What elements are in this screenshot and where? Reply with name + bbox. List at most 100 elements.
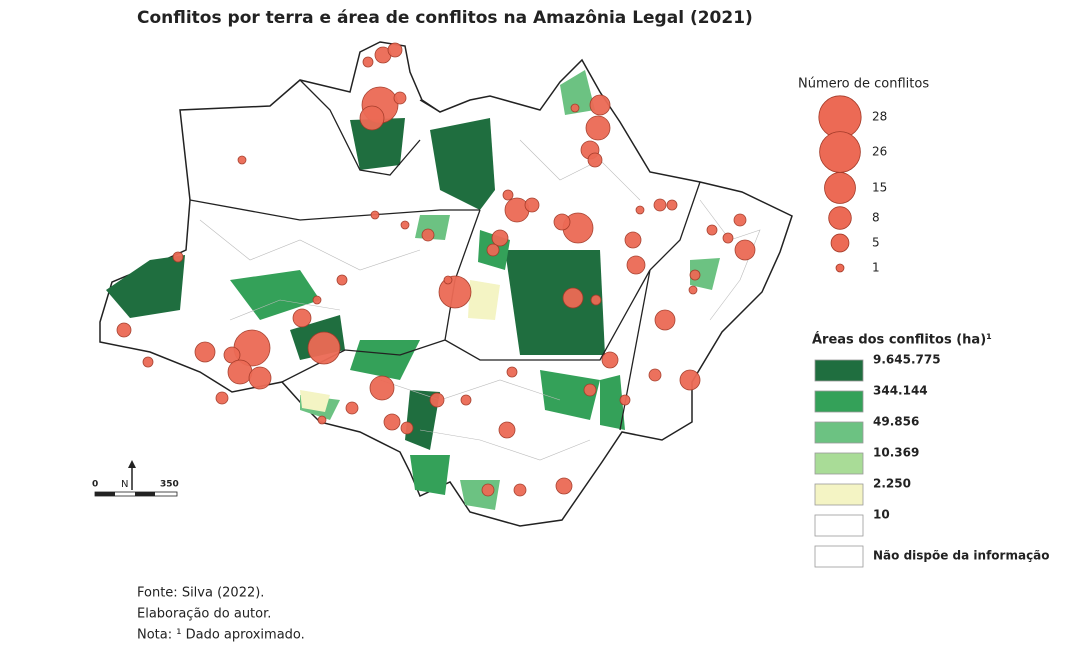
legend-label: 344.144 <box>873 384 928 398</box>
scale-bar: 0 N 350 <box>92 460 179 497</box>
conflict-bubble <box>116 322 132 338</box>
conflict-bubble <box>317 415 327 425</box>
legend-label: Não dispõe da informação <box>873 549 1050 563</box>
conflict-bubble <box>706 224 718 236</box>
conflict-bubble <box>502 189 514 201</box>
conflict-bubble <box>362 56 374 68</box>
conflict-bubble <box>722 232 734 244</box>
conflict-bubble <box>626 255 646 275</box>
conflict-bubble <box>491 229 509 247</box>
conflict-bubble <box>307 331 341 365</box>
conflict-bubble <box>481 483 495 497</box>
conflict-bubble <box>421 228 435 242</box>
legend-swatch <box>814 421 864 444</box>
conflict-bubble <box>689 269 701 281</box>
conflict-bubble <box>679 369 701 391</box>
conflict-bubble <box>393 91 407 105</box>
conflict-bubble <box>585 115 611 141</box>
legend-label: 9.645.775 <box>873 353 941 367</box>
conflict-bubble <box>227 359 253 385</box>
map <box>99 41 793 527</box>
legend-bubble <box>828 206 852 230</box>
conflict-bubble <box>359 105 385 131</box>
conflict-bubble <box>400 421 414 435</box>
conflict-bubble <box>498 421 516 439</box>
note: Elaboração do autor. <box>137 607 271 622</box>
conflict-bubble <box>666 199 678 211</box>
title: Conflitos por terra e área de conflitos … <box>137 8 753 28</box>
conflict-bubble <box>345 401 359 415</box>
conflict-bubble <box>248 366 272 390</box>
conflict-bubble <box>513 483 527 497</box>
conflict-bubble <box>590 294 602 306</box>
pale-areas <box>300 280 500 412</box>
note: Fonte: Silva (2022). <box>137 586 264 601</box>
conflict-bubble <box>570 103 580 113</box>
legend-swatch <box>814 452 864 475</box>
legend-label: 2.250 <box>873 477 911 491</box>
conflict-bubble <box>400 220 410 230</box>
conflict-bubble <box>635 205 645 215</box>
conflict-bubble <box>562 287 584 309</box>
conflict-bubble <box>504 197 530 223</box>
legend-bubble <box>835 263 845 273</box>
legend-swatch <box>814 514 864 537</box>
conflict-bubble <box>142 356 154 368</box>
conflict-bubble <box>429 392 445 408</box>
area-legend: 9.645.775 344.144 49.856 10.369 2.250 10 Não d… <box>814 353 1050 568</box>
conflict-bubble <box>506 366 518 378</box>
bubble-legend: 28 26 15 8 5 1 <box>818 95 887 275</box>
north-arrow-head <box>128 460 136 468</box>
legend-bubble-label: 15 <box>872 181 887 195</box>
legend-swatch <box>814 359 864 382</box>
area-legend-title: Áreas dos conflitos (ha)¹ <box>812 332 992 348</box>
conflict-bubble <box>312 295 322 305</box>
legend-bubble <box>830 233 850 253</box>
conflict-bubble <box>654 309 676 331</box>
scale-start: 0 <box>92 480 98 490</box>
conflict-bubble <box>733 213 747 227</box>
legend-bubble-label: 26 <box>872 145 887 159</box>
note: Nota: ¹ Dado aproximado. <box>137 628 305 643</box>
conflict-bubble <box>653 198 667 212</box>
conflict-bubble <box>601 351 619 369</box>
conflict-bubble <box>624 231 642 249</box>
conflict-bubble <box>387 42 403 58</box>
conflict-bubble <box>688 285 698 295</box>
conflict-bubble <box>648 368 662 382</box>
conflict-bubble <box>383 413 401 431</box>
north-label: N <box>121 479 128 490</box>
legend-swatch <box>814 390 864 413</box>
legend-bubble-label: 5 <box>872 236 880 250</box>
legend-swatch <box>814 545 864 568</box>
notes: Fonte: Silva (2022). Elaboração do autor.… <box>137 586 305 643</box>
conflict-bubble <box>587 152 603 168</box>
conflict-bubble <box>172 251 184 263</box>
conflict-bubble <box>336 274 348 286</box>
conflict-bubbles <box>116 42 756 497</box>
conflict-bubble <box>369 375 395 401</box>
legend-bubble <box>824 172 856 204</box>
conflict-bubble <box>583 383 597 397</box>
conflict-bubble <box>555 477 573 495</box>
municipal-borders <box>199 139 761 461</box>
legend-bubble-label: 28 <box>872 110 887 124</box>
conflict-bubble <box>237 155 247 165</box>
conflict-bubble <box>589 94 611 116</box>
scale-end: 350 <box>160 480 179 490</box>
mid-areas <box>230 230 625 495</box>
scale-bar-segment <box>95 492 115 496</box>
conflict-bubble <box>370 210 380 220</box>
conflict-bubble <box>292 308 312 328</box>
scale-bar-segment <box>135 492 155 496</box>
legend-swatch <box>814 483 864 506</box>
conflict-bubble <box>486 243 500 257</box>
legend-bubble <box>819 131 861 173</box>
bubble-legend-title: Número de conflitos <box>798 77 929 92</box>
conflict-bubble <box>553 213 571 231</box>
conflict-bubble <box>194 341 216 363</box>
conflict-bubble <box>524 197 540 213</box>
conflict-bubble <box>215 391 229 405</box>
conflict-bubble <box>734 239 756 261</box>
